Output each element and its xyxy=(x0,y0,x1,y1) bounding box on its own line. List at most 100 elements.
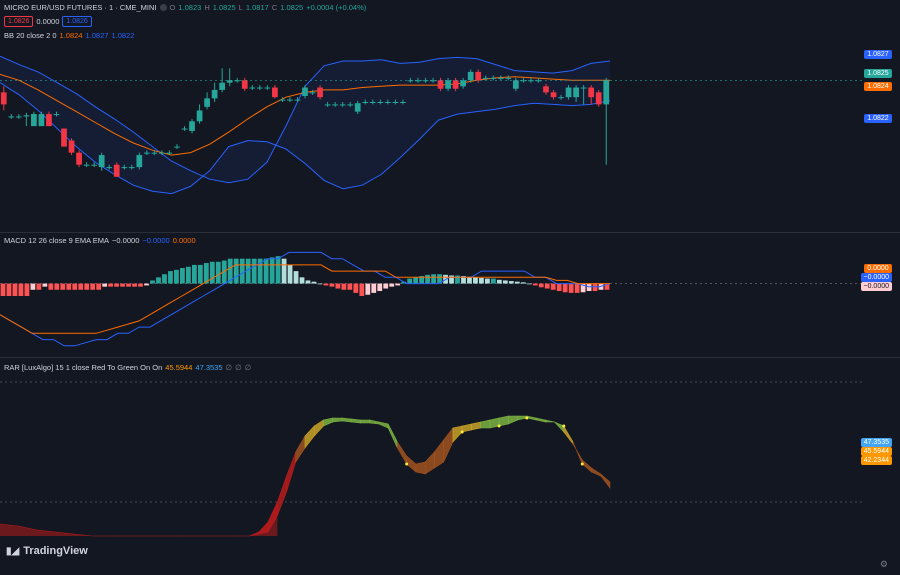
candle-body xyxy=(121,167,128,169)
macd-signal-badge: 0.0000 xyxy=(864,264,892,273)
macd-histogram-layer[interactable] xyxy=(0,256,865,296)
sell-price-button[interactable]: 1.0826 xyxy=(4,16,34,27)
bb-basis-value: 1.0824 xyxy=(59,31,83,40)
candle-body xyxy=(452,80,459,89)
bb-upper-value: 1.0827 xyxy=(85,31,109,40)
rar-layer[interactable] xyxy=(0,381,865,572)
rar-segment xyxy=(545,419,555,423)
macd-hist-bar xyxy=(556,283,562,292)
macd-hist-bar xyxy=(431,274,436,284)
macd-hist-bar xyxy=(257,258,263,284)
candle-body xyxy=(603,80,610,105)
tv-logo-icon: ▮◢ xyxy=(6,545,20,557)
macd-hist-bar xyxy=(66,283,72,290)
candle-body xyxy=(332,104,338,106)
macd-hist-badge: −0.0000 xyxy=(860,282,892,291)
candle-body xyxy=(400,102,406,103)
candle-body xyxy=(543,86,549,93)
macd-hist-bar xyxy=(532,283,538,286)
candle-body xyxy=(0,92,7,105)
macd-hist-bar xyxy=(114,283,120,287)
candle-body xyxy=(98,155,105,168)
buy-price-button[interactable]: 1.0826 xyxy=(62,16,92,27)
macd-hist-bar xyxy=(36,283,42,290)
rar-segment xyxy=(600,473,611,489)
candle-body xyxy=(256,87,263,89)
candle-body xyxy=(392,102,399,103)
candle-body xyxy=(595,92,602,105)
rar-title: RAR [LuxAlgo] 15 1 close Red To Green On… xyxy=(4,363,163,372)
macd-legend[interactable]: MACD 12 26 close 9 EMA EMA −0.0000 −0.00… xyxy=(4,236,196,245)
rar-dot xyxy=(460,430,464,434)
spread-value: 0.0000 xyxy=(36,17,60,26)
candle-body xyxy=(407,80,414,82)
macd-hist-bar xyxy=(490,278,496,284)
macd-hist-bar xyxy=(108,283,114,287)
symbol-title[interactable]: MICRO EUR/USD FUTURES · 1 · CME_MINI xyxy=(4,3,157,12)
bb-title: BB 20 close 2 0 xyxy=(4,31,57,40)
candle-body xyxy=(445,80,451,89)
macd-hist-bar xyxy=(233,258,239,284)
macd-hist-bar xyxy=(359,283,365,296)
candles-layer[interactable] xyxy=(0,68,610,177)
candle-body xyxy=(15,116,22,118)
candle-body xyxy=(317,87,323,98)
candle-body xyxy=(362,102,369,103)
macd-hist-bar xyxy=(168,271,173,284)
visibility-icon-2[interactable]: ∅ xyxy=(235,363,242,372)
rar-dot xyxy=(405,462,409,466)
macd-hist-bar xyxy=(150,280,155,284)
macd-hist-value: −0.0000 xyxy=(112,236,140,245)
candle-body xyxy=(181,128,188,130)
candle-body xyxy=(91,164,97,166)
candle-body xyxy=(151,152,158,154)
macd-hist-bar xyxy=(317,283,323,285)
macd-hist-bar xyxy=(209,261,215,284)
candle-body xyxy=(61,128,67,147)
candle-body xyxy=(505,77,512,79)
bb-legend[interactable]: BB 20 close 2 0 1.0824 1.0827 1.0822 xyxy=(4,31,134,40)
macd-hist-bar xyxy=(550,283,556,290)
macd-hist-bar xyxy=(221,260,227,284)
candle-body xyxy=(437,80,444,89)
macd-hist-bar xyxy=(562,283,568,293)
macd-hist-bar xyxy=(299,277,305,284)
symbol-legend[interactable]: MICRO EUR/USD FUTURES · 1 · CME_MINI O 1.… xyxy=(4,3,366,12)
change-value: +0.0004 (+0.04%) xyxy=(306,3,367,12)
macd-hist-bar xyxy=(407,278,413,284)
visibility-icon[interactable]: ∅ xyxy=(225,363,233,372)
macd-hist-bar xyxy=(455,275,460,284)
bb-basis-badge: 1.0824 xyxy=(864,82,892,91)
tradingview-logo[interactable]: ▮◢ TradingView xyxy=(6,545,88,557)
candle-body xyxy=(106,167,113,169)
macd-hist-bar xyxy=(126,283,131,287)
candle-body xyxy=(467,71,474,81)
macd-hist-bar xyxy=(425,274,430,284)
candle-body xyxy=(196,110,203,122)
candle-body xyxy=(46,114,52,127)
visibility-icon-3[interactable]: ∅ xyxy=(244,363,252,372)
macd-line-badge: −0.0000 xyxy=(860,273,892,282)
pane-separator-2[interactable] xyxy=(0,357,900,358)
high-value: 1.0825 xyxy=(212,3,236,12)
candle-body xyxy=(76,152,82,165)
macd-hist-bar xyxy=(24,283,30,296)
macd-hist-bar xyxy=(508,281,514,284)
candle-body xyxy=(535,80,542,82)
rar-legend[interactable]: RAR [LuxAlgo] 15 1 close Red To Green On… xyxy=(4,363,251,372)
macd-hist-bar xyxy=(275,256,281,284)
macd-hist-bar xyxy=(568,283,574,293)
candle-body xyxy=(272,87,278,98)
candle-body xyxy=(475,71,482,81)
macd-hist-bar xyxy=(72,283,78,290)
settings-icon[interactable]: ⚙ xyxy=(879,559,888,569)
close-label: C xyxy=(271,3,278,12)
candle-body xyxy=(38,114,45,127)
macd-lines-layer xyxy=(0,251,611,347)
macd-hist-bar xyxy=(305,280,311,284)
high-label: H xyxy=(204,3,210,12)
macd-hist-bar xyxy=(437,274,442,284)
pane-separator-1[interactable] xyxy=(0,232,900,233)
macd-hist-bar xyxy=(191,264,197,284)
